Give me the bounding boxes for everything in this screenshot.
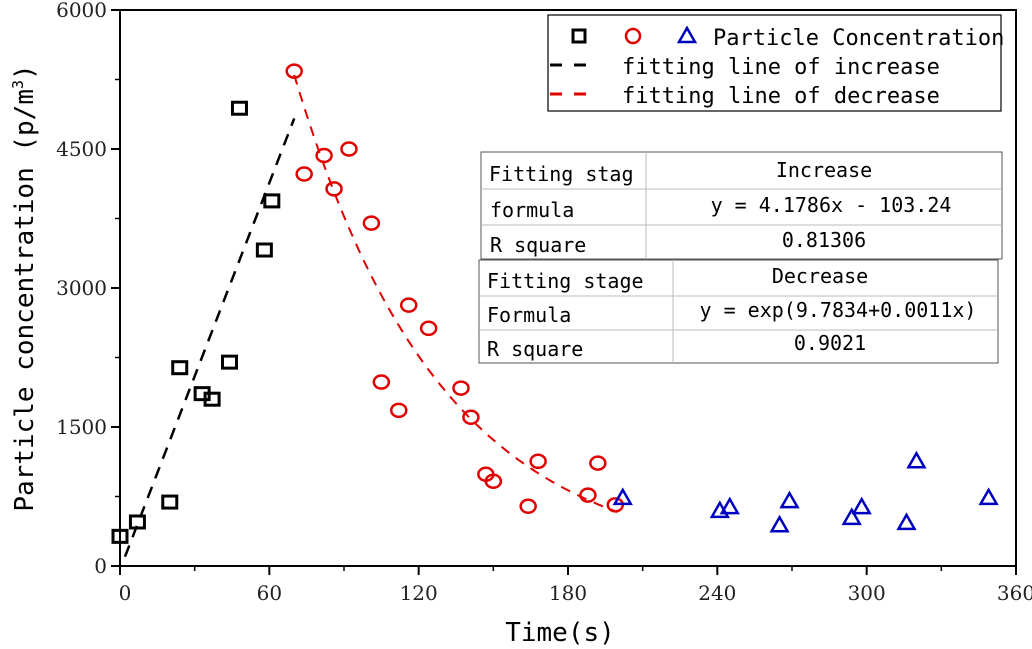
data-point-circle — [340, 141, 358, 157]
data-point-triangle — [896, 512, 917, 531]
axes: 0 60 120 180 240 300 360 0 1500 3000 4500 6000 — [56, 0, 1032, 605]
data-point-triangle — [978, 487, 999, 506]
data-point-circle — [589, 455, 607, 471]
data-point-square — [171, 360, 189, 376]
data-point-circle — [399, 297, 418, 313]
data-point-square — [111, 528, 129, 544]
x-tick-label: 120 — [400, 581, 438, 605]
table-cell: R square — [487, 337, 583, 361]
legend-triangle-marker — [676, 25, 698, 44]
data-point-circle — [484, 473, 503, 489]
y-tick-label: 4500 — [56, 137, 107, 161]
x-tick-label: 60 — [257, 581, 282, 605]
table-cell: Increase — [776, 158, 872, 182]
legend-circle-marker — [624, 27, 642, 45]
data-point-circle — [285, 63, 303, 79]
data-points — [111, 63, 999, 544]
data-point-triangle — [719, 496, 740, 515]
table-cell: 0.9021 — [794, 331, 866, 355]
data-point-circle — [372, 374, 391, 390]
y-tick-label: 6000 — [56, 0, 107, 22]
data-point-circle — [295, 166, 313, 182]
data-point-circle — [462, 409, 480, 426]
x-tick-label: 360 — [997, 581, 1032, 605]
data-point-circle — [315, 147, 333, 164]
data-point-circle — [362, 215, 381, 231]
x-tick-label: 0 — [119, 581, 132, 605]
y-tick-label: 1500 — [56, 415, 107, 439]
table-cell: Formula — [487, 303, 571, 327]
legend-square-marker — [571, 28, 587, 44]
table-cell: formula — [490, 198, 574, 222]
table-cell: 0.81306 — [782, 228, 866, 252]
legend: Particle Concentration fitting line of i… — [547, 14, 1004, 112]
table-cell: y = exp(9.7834+0.0011x) — [700, 298, 977, 322]
table-cell: y = 4.1786x - 103.24 — [711, 193, 952, 217]
data-point-square — [230, 100, 248, 116]
y-axis-label: Particle concentration (p/m3) — [9, 64, 40, 511]
x-tick-label: 300 — [848, 581, 886, 605]
legend-decrease-label: fitting line of decrease — [622, 84, 940, 109]
fit-line-decrease — [293, 74, 619, 514]
legend-markers-label: Particle Concentration — [713, 26, 1004, 51]
data-point-square — [128, 514, 146, 530]
data-point-circle — [519, 498, 537, 514]
data-point-square — [263, 193, 281, 209]
legend-increase-label: fitting line of increase — [622, 55, 940, 80]
table-cell: R square — [490, 233, 586, 257]
data-point-triangle — [769, 514, 790, 533]
data-point-square — [221, 354, 239, 370]
fit-lines — [123, 74, 619, 558]
y-tick-label: 0 — [94, 554, 107, 578]
table-cell: Fitting stag — [489, 162, 634, 186]
data-point-circle — [325, 181, 343, 197]
fit-line-increase — [123, 117, 296, 558]
table-cell: Decrease — [772, 264, 868, 288]
data-point-triangle — [779, 490, 800, 509]
data-point-triangle — [851, 496, 872, 515]
data-point-square — [203, 391, 221, 407]
data-point-circle — [579, 487, 597, 503]
data-point-triangle — [841, 507, 862, 526]
data-point-square — [161, 494, 179, 510]
x-tick-label: 240 — [698, 581, 736, 605]
data-point-square — [255, 242, 273, 258]
x-tick-label: 180 — [549, 581, 587, 605]
data-point-triangle — [906, 450, 927, 469]
fit-table-decrease: Fitting stage Decrease Formula y = exp(9… — [478, 259, 999, 364]
data-point-circle — [452, 380, 470, 396]
data-point-circle — [419, 320, 438, 337]
data-point-circle — [529, 453, 547, 470]
table-cell: Fitting stage — [487, 269, 644, 293]
y-tick-label: 3000 — [56, 276, 107, 300]
fit-table-increase: Fitting stag Increase formula y = 4.1786… — [480, 151, 1003, 260]
data-point-circle — [390, 402, 408, 419]
x-axis-label: Time(s) — [505, 618, 615, 648]
data-point-triangle — [612, 487, 633, 506]
